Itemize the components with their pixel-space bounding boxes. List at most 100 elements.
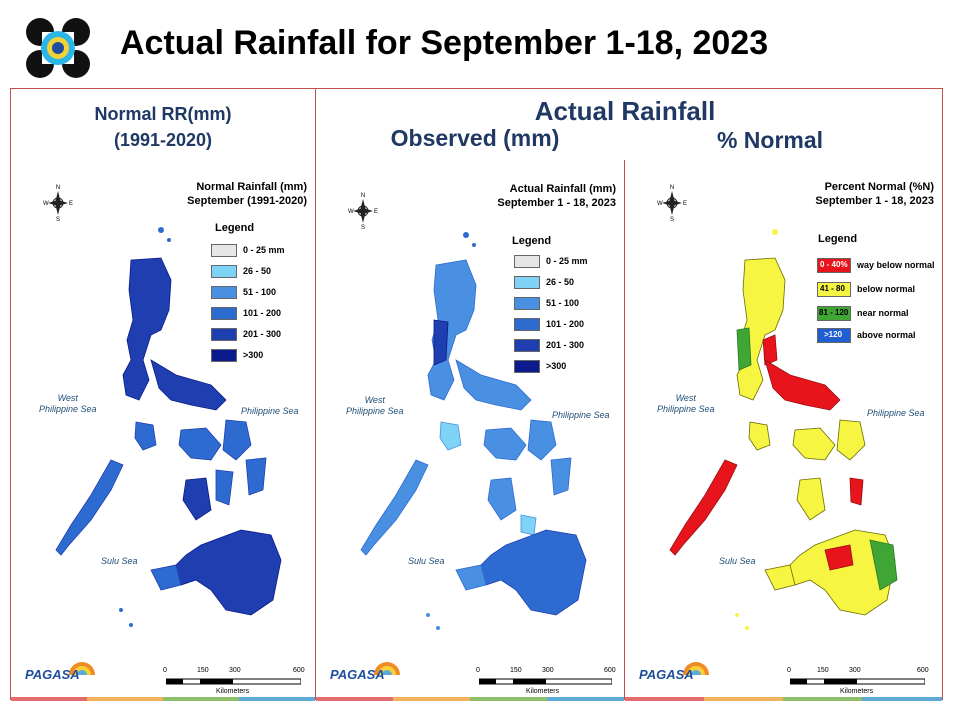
slide-title: Actual Rainfall for September 1-18, 2023 [120, 24, 769, 62]
map-title-normal: Normal Rainfall (mm) September (1991-202… [187, 180, 307, 208]
legend-swatch [211, 265, 237, 278]
svg-text:W: W [348, 209, 354, 215]
bottom-stripe [239, 697, 315, 701]
map-title-actual: Actual Rainfall (mm) September 1 - 18, 2… [497, 182, 616, 210]
sea-label-line: Philippine Sea [346, 406, 404, 416]
legend-label: 0 - 25 mm [243, 245, 285, 255]
scale-unit: Kilometers [526, 688, 560, 695]
legend-desc: above normal [857, 330, 916, 340]
legend-swatch [514, 339, 540, 352]
legend-swatch [514, 255, 540, 268]
map-panel-normal: N S W E Normal Rainfall (mm) September (… [11, 160, 315, 698]
legend-label: 201 - 300 [243, 329, 282, 339]
sea-label-west: West Philippine Sea [657, 393, 715, 415]
sea-label-east: Philippine Sea [241, 406, 299, 416]
legend-label: 51 - 100 [546, 298, 580, 308]
map-title-percent: Percent Normal (%N) September 1 - 18, 20… [815, 180, 934, 208]
legend-label: 26 - 50 [243, 266, 272, 276]
scale-tick: 150 [817, 667, 829, 674]
bottom-stripe [393, 697, 470, 701]
sea-label-east: Philippine Sea [552, 410, 610, 420]
legend-range: 0 - 40% [820, 260, 848, 269]
scale-tick: 150 [510, 667, 522, 674]
legend-range: 81 - 120 [819, 308, 849, 317]
legend-title: Legend [215, 222, 255, 234]
legend-swatch [211, 286, 237, 299]
sea-label-line: West [675, 393, 696, 403]
scale-tick: 0 [163, 667, 167, 674]
sea-label-south: Sulu Sea [719, 556, 756, 566]
legend-label: 201 - 300 [546, 340, 585, 350]
legend-swatch [211, 244, 237, 257]
sea-label-line: West [57, 393, 78, 403]
bottom-stripe [625, 697, 704, 701]
svg-text:E: E [69, 201, 73, 207]
scale-tick: 0 [787, 667, 791, 674]
compass-rose-icon: N S W E [348, 193, 378, 230]
bottom-stripe [704, 697, 783, 701]
legend-label: >300 [546, 361, 567, 371]
legend-label: 101 - 200 [243, 308, 282, 318]
compass-rose-icon: N S W E [657, 185, 687, 222]
legend-range: >120 [824, 330, 843, 339]
bottom-stripe [11, 697, 87, 701]
scale-tick: 600 [293, 667, 305, 674]
legend-swatch [211, 307, 237, 320]
header-actual-rainfall: Actual Rainfall [534, 96, 716, 126]
legend-swatch [817, 258, 851, 273]
sea-label-line: Philippine Sea [657, 404, 715, 414]
legend-label: 101 - 200 [546, 319, 585, 329]
pagasa-logo: PAGASA [324, 655, 404, 691]
svg-text:W: W [43, 201, 49, 207]
svg-text:E: E [683, 201, 687, 207]
header-normal-line1: Normal RR(mm) [94, 104, 232, 124]
weather-icon [374, 662, 400, 675]
map-title-line1: Percent Normal (%N) [824, 181, 934, 193]
legend-title: Legend [818, 233, 858, 245]
bottom-stripe [862, 697, 942, 701]
sea-label-line: West [364, 395, 385, 405]
svg-text:N: N [670, 185, 674, 191]
svg-text:E: E [374, 209, 378, 215]
sea-label-west: West Philippine Sea [346, 395, 404, 417]
legend-label: 26 - 50 [546, 277, 575, 287]
legend-swatch [514, 297, 540, 310]
header-observed: Observed (mm) [390, 125, 560, 151]
sea-label-south: Sulu Sea [408, 556, 445, 566]
legend-desc: near normal [857, 308, 909, 318]
svg-text:S: S [670, 217, 674, 222]
sea-label-line: Philippine Sea [39, 404, 97, 414]
sea-label-south: Sulu Sea [101, 556, 138, 566]
legend-title: Legend [512, 235, 552, 247]
bottom-stripe [163, 697, 239, 701]
bottom-stripe [316, 697, 393, 701]
legend-swatch [211, 349, 237, 362]
pagasa-logo: PAGASA [19, 655, 99, 691]
scale-tick: 300 [229, 667, 241, 674]
legend-swatch [211, 328, 237, 341]
map-title-line2: September (1991-2020) [187, 195, 307, 207]
scale-tick: 300 [849, 667, 861, 674]
legend-swatch [817, 306, 851, 321]
legend-label: 0 - 25 mm [546, 256, 588, 266]
legend-range: 41 - 80 [820, 284, 845, 293]
svg-text:N: N [361, 193, 365, 199]
weather-icon [683, 662, 709, 675]
bottom-stripe [87, 697, 163, 701]
sea-label-west: West Philippine Sea [39, 393, 97, 415]
map-title-line1: Normal Rainfall (mm) [196, 181, 307, 193]
scale-bar [166, 678, 301, 685]
legend-swatch [514, 360, 540, 373]
map-title-line2: September 1 - 18, 2023 [815, 195, 934, 207]
pagasa-wordmark: PAGASA [639, 667, 694, 682]
scale-tick: 0 [476, 667, 480, 674]
scale-tick: 600 [604, 667, 616, 674]
svg-text:S: S [56, 217, 60, 222]
compass-rose-icon: N S W E [43, 185, 73, 222]
legend-swatch [514, 318, 540, 331]
philippines-map-actual [360, 232, 587, 630]
bottom-stripe [783, 697, 862, 701]
legend-label: 51 - 100 [243, 287, 277, 297]
header-normal-line2: (1991-2020) [113, 130, 213, 150]
pagasa-wordmark: PAGASA [25, 667, 80, 682]
